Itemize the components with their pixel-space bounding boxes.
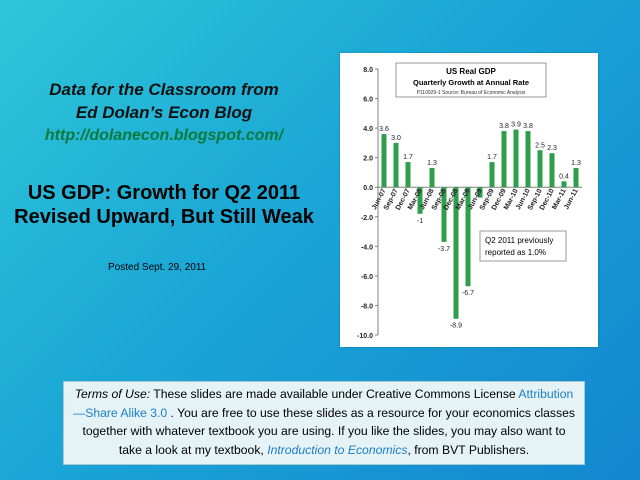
- chart-title: US Real GDP: [446, 67, 496, 76]
- gdp-chart-panel: 8.0 6.0 4.0 2.0 0.0 -2.0 -4.0 -6.0 -8.0 -10.0 3.6 J…: [340, 53, 598, 347]
- data-label: 1.7: [487, 154, 497, 161]
- bar: [405, 162, 411, 188]
- slide-headline: US GDP: Growth for Q2 2011 Revised Upwar…: [14, 182, 314, 228]
- data-label: 3.8: [499, 123, 509, 130]
- y-tick-label: -6.0: [361, 274, 373, 281]
- y-tick-label: 0.0: [363, 185, 373, 192]
- bar: [561, 181, 567, 188]
- bar: [441, 187, 447, 242]
- terms-lead: Terms of Use:: [74, 387, 151, 401]
- chart-source: P110929-1 Source: Bureau of Economic Ana…: [417, 90, 526, 96]
- gdp-bar-chart: 8.06.04.02.00.0-2.0-4.0-6.0-8.0-10.03.6J…: [357, 62, 582, 340]
- y-tick-label: 8.0: [363, 67, 373, 74]
- y-tick-label: -10.0: [357, 333, 373, 340]
- blog-title-line1: Data for the Classroom from: [49, 80, 279, 99]
- chart-subtitle: Quarterly Growth at Annual Rate: [413, 78, 529, 87]
- data-label: 2.5: [535, 142, 545, 149]
- title-box: [395, 62, 547, 98]
- annotation-line2: reported as 1.0%: [485, 248, 546, 257]
- blog-url-link[interactable]: http://dolanecon.blogspot.com/: [44, 127, 284, 144]
- terms-text-2: . You are free to use these slides as a …: [82, 405, 575, 457]
- bar: [381, 134, 387, 188]
- annotation-box: [479, 230, 567, 262]
- license-link[interactable]: Attribution—Share Alike 3.0: [73, 387, 574, 420]
- y-tick-label: -2.0: [361, 215, 373, 222]
- data-label: -3.7: [438, 246, 450, 253]
- y-tick-label: 6.0: [363, 97, 373, 104]
- data-label: 0.4: [559, 173, 569, 180]
- blog-title-line2: Ed Dolan’s Econ Blog: [75, 103, 253, 122]
- y-tick-label: 2.0: [363, 156, 373, 163]
- bar: [537, 150, 543, 188]
- y-tick-label: 4.0: [363, 126, 373, 133]
- data-label: -8.9: [450, 323, 462, 330]
- y-tick-label: -4.0: [361, 244, 373, 251]
- data-label: 3.0: [391, 135, 401, 142]
- bar: [501, 131, 507, 188]
- posted-date: Posted Sept. 29, 2011: [108, 262, 207, 273]
- bar: [513, 129, 519, 188]
- terms-text-3: , from BVT Publishers.: [407, 442, 530, 457]
- data-label: 3.6: [379, 126, 389, 133]
- blog-credit: Data for the Classroom from Ed Dolan’s E…: [14, 78, 314, 147]
- terms-of-use-box: Terms of Use: These slides are made avai…: [63, 381, 585, 465]
- bar: [525, 131, 531, 188]
- data-label: 1.3: [571, 160, 581, 167]
- bar: [417, 187, 423, 214]
- data-label: -1: [417, 218, 423, 225]
- data-label: -6.7: [462, 290, 474, 297]
- data-label: 3.8: [523, 123, 533, 130]
- bar: [477, 187, 483, 198]
- bar: [489, 162, 495, 188]
- annotation-line1: Q2 2011 previously: [485, 236, 553, 245]
- bar: [453, 187, 459, 319]
- textbook-link[interactable]: Introduction to Economics: [267, 442, 408, 457]
- terms-text-1: These slides are made available under Cr…: [150, 387, 519, 401]
- bar: [465, 187, 471, 287]
- bar: [429, 168, 435, 188]
- data-label: 1.7: [403, 154, 413, 161]
- data-label: 3.9: [511, 122, 521, 129]
- bar: [573, 168, 579, 188]
- bar: [393, 142, 399, 188]
- data-label: 1.3: [427, 160, 437, 167]
- y-tick-label: -8.0: [361, 303, 373, 310]
- data-label: 2.3: [547, 145, 557, 152]
- bar: [549, 153, 555, 188]
